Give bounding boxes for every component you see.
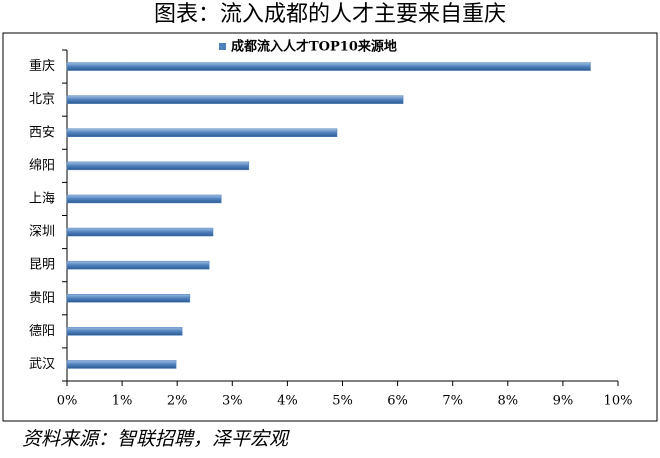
- bar: [66, 360, 177, 369]
- y-tick-label: 深圳: [29, 225, 55, 240]
- legend-swatch: [219, 43, 226, 50]
- x-tick-label: 6%: [387, 394, 408, 409]
- y-tick-label: 贵阳: [29, 291, 55, 306]
- bar: [66, 260, 210, 270]
- y-tick-label: 北京: [29, 92, 55, 107]
- source: 资料来源：智联招聘，泽平宏观: [22, 428, 290, 450]
- bar: [66, 194, 222, 204]
- bar: [66, 294, 191, 303]
- legend-label: 成都流入人才TOP10来源地: [231, 39, 397, 55]
- x-tick-label: 8%: [497, 394, 518, 409]
- bar: [66, 161, 250, 171]
- x-tick-label: 1%: [112, 394, 133, 409]
- y-tick-label: 德阳: [29, 324, 55, 339]
- x-tick-label: 4%: [277, 394, 298, 409]
- x-tick-label: 5%: [332, 394, 353, 409]
- bar: [66, 62, 591, 71]
- x-tick-label: 3%: [222, 394, 243, 409]
- y-tick-label: 西安: [29, 125, 55, 140]
- x-tick-label: 9%: [553, 394, 574, 409]
- x-tick-label: 10%: [604, 394, 633, 409]
- bar: [66, 327, 183, 336]
- x-tick-label: 7%: [442, 394, 463, 409]
- y-tick-label: 绵阳: [29, 158, 55, 173]
- bar: [66, 128, 338, 137]
- chart-frame: [2, 32, 658, 422]
- bar: [66, 227, 214, 237]
- y-tick-label: 重庆: [29, 58, 55, 74]
- y-tick-label: 上海: [29, 191, 55, 206]
- y-tick-label: 武汉: [29, 357, 55, 372]
- x-tick-label: 0%: [57, 394, 78, 409]
- chart-title: 图表：流入成都的人才主要来自重庆: [154, 2, 506, 27]
- x-tick-label: 2%: [167, 394, 188, 409]
- y-tick-label: 昆明: [29, 258, 55, 273]
- bar: [66, 95, 404, 104]
